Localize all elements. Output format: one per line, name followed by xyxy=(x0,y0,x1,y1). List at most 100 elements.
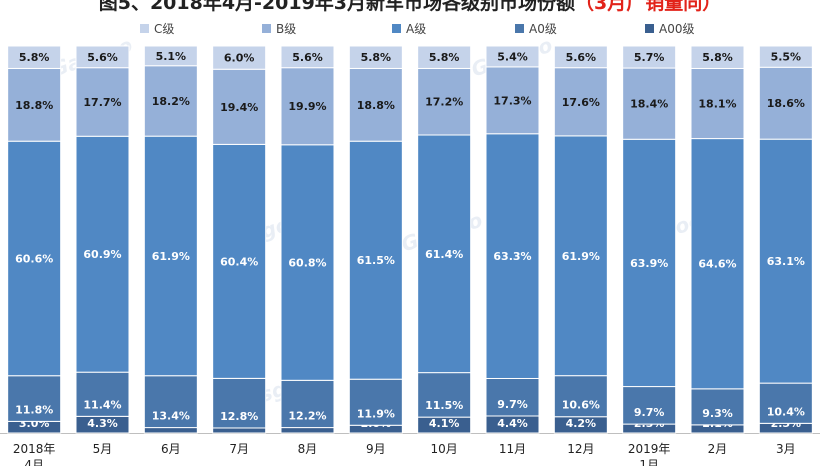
legend-swatch xyxy=(515,24,524,33)
data-label: 5.4% xyxy=(497,50,528,63)
data-label: 61.5% xyxy=(357,254,395,267)
bar-segment xyxy=(553,135,608,377)
bar-segment xyxy=(7,45,62,69)
legend-swatch xyxy=(140,24,149,33)
data-label: 11.9% xyxy=(357,407,395,420)
x-tick-label: 10月 xyxy=(431,442,458,456)
data-label: 63.9% xyxy=(630,257,668,270)
data-label: 18.4% xyxy=(630,98,668,111)
data-label: 10.4% xyxy=(767,405,805,418)
data-label: 60.6% xyxy=(15,252,53,265)
data-label: 61.9% xyxy=(562,250,600,263)
data-label: 63.3% xyxy=(493,250,531,263)
x-tick-label: 2018年 xyxy=(13,442,56,456)
bar-segment xyxy=(553,67,608,137)
legend-label: B级 xyxy=(276,22,297,36)
data-label: 18.8% xyxy=(15,99,53,112)
legend-item: C级 xyxy=(140,20,174,37)
data-label: 5.8% xyxy=(361,51,392,64)
bar-segment xyxy=(348,67,403,142)
bar-segment xyxy=(75,67,130,137)
x-tick-label: 2019年 xyxy=(628,442,671,456)
data-label: 17.7% xyxy=(83,96,121,109)
bar-segment xyxy=(143,65,198,137)
bar-segment xyxy=(485,133,540,379)
legend-swatch xyxy=(262,24,271,33)
chart-legend: C级 B级 A级 A0级 A00级 xyxy=(0,20,820,38)
bar-segment xyxy=(485,45,540,68)
x-tick-label: 9月 xyxy=(366,442,386,456)
title-highlight: （3月广销量同） xyxy=(575,0,722,14)
data-label: 11.8% xyxy=(15,403,53,416)
bar-segment xyxy=(622,45,677,69)
x-tick-label: 2月 xyxy=(708,442,728,456)
bar-segment xyxy=(75,45,130,69)
x-tick-label: 3月 xyxy=(776,442,796,456)
bar-segment xyxy=(348,140,403,380)
data-label: 17.3% xyxy=(493,94,531,107)
data-label: 19.4% xyxy=(220,101,258,114)
bar-segment xyxy=(417,67,472,136)
data-label: 5.7% xyxy=(634,51,665,64)
data-label: 11.5% xyxy=(425,399,463,412)
data-label: 60.4% xyxy=(220,255,258,268)
data-label: 12.2% xyxy=(288,410,326,423)
data-label: 18.1% xyxy=(698,98,736,111)
bar-segment xyxy=(417,372,472,418)
data-label: 5.1% xyxy=(156,50,187,63)
legend-swatch xyxy=(645,24,654,33)
legend-label: A0级 xyxy=(529,22,557,36)
bar-segment xyxy=(553,45,608,69)
x-tick-label: 1月 xyxy=(639,458,659,466)
data-label: 17.2% xyxy=(425,96,463,109)
data-label: 9.3% xyxy=(702,407,733,420)
data-label: 4.4% xyxy=(497,417,528,430)
data-label: 61.9% xyxy=(152,250,190,263)
x-tick-label: 11月 xyxy=(499,442,526,456)
bar-segment xyxy=(622,138,677,388)
bar-segment xyxy=(280,67,335,146)
data-label: 19.9% xyxy=(288,100,326,113)
bar-segment xyxy=(690,138,745,390)
data-label: 60.8% xyxy=(288,257,326,270)
data-label: 5.8% xyxy=(429,51,460,64)
x-tick-label: 4月 xyxy=(24,458,44,466)
bar-segment xyxy=(75,371,130,417)
bar-segment xyxy=(758,382,813,424)
data-label: 63.1% xyxy=(767,255,805,268)
data-label: 5.8% xyxy=(19,51,50,64)
x-tick-label: 7月 xyxy=(229,442,249,456)
bar-segment xyxy=(280,144,335,381)
data-label: 5.6% xyxy=(292,51,323,64)
x-tick-label: 6月 xyxy=(161,442,181,456)
data-label: 61.4% xyxy=(425,248,463,261)
legend-swatch xyxy=(392,24,401,33)
data-label: 60.9% xyxy=(83,248,121,261)
data-label: 5.6% xyxy=(566,51,597,64)
data-label: 5.8% xyxy=(702,51,733,64)
legend-item: A00级 xyxy=(645,20,694,37)
data-label: 4.2% xyxy=(566,417,597,430)
data-label: 64.6% xyxy=(698,258,736,271)
bar-segment xyxy=(758,45,813,68)
data-label: 4.3% xyxy=(87,417,118,430)
bar-segment xyxy=(143,45,198,67)
legend-item: A0级 xyxy=(515,20,557,37)
legend-item: B级 xyxy=(262,20,296,37)
bar-segment xyxy=(143,375,198,429)
bar-segment xyxy=(485,377,540,417)
x-tick-label: 12月 xyxy=(567,442,594,456)
bar-segment xyxy=(758,66,813,140)
bar-segment xyxy=(553,375,608,418)
bar-segment xyxy=(212,377,267,429)
bar-segment xyxy=(348,45,403,69)
bar-segment xyxy=(348,378,403,426)
data-label: 18.6% xyxy=(767,97,805,110)
bar-segment xyxy=(690,67,745,140)
bar-segment xyxy=(143,135,198,377)
bar-segment xyxy=(758,138,813,384)
bar-segment xyxy=(417,45,472,69)
bar-segment xyxy=(280,45,335,69)
bar-segment xyxy=(622,386,677,425)
